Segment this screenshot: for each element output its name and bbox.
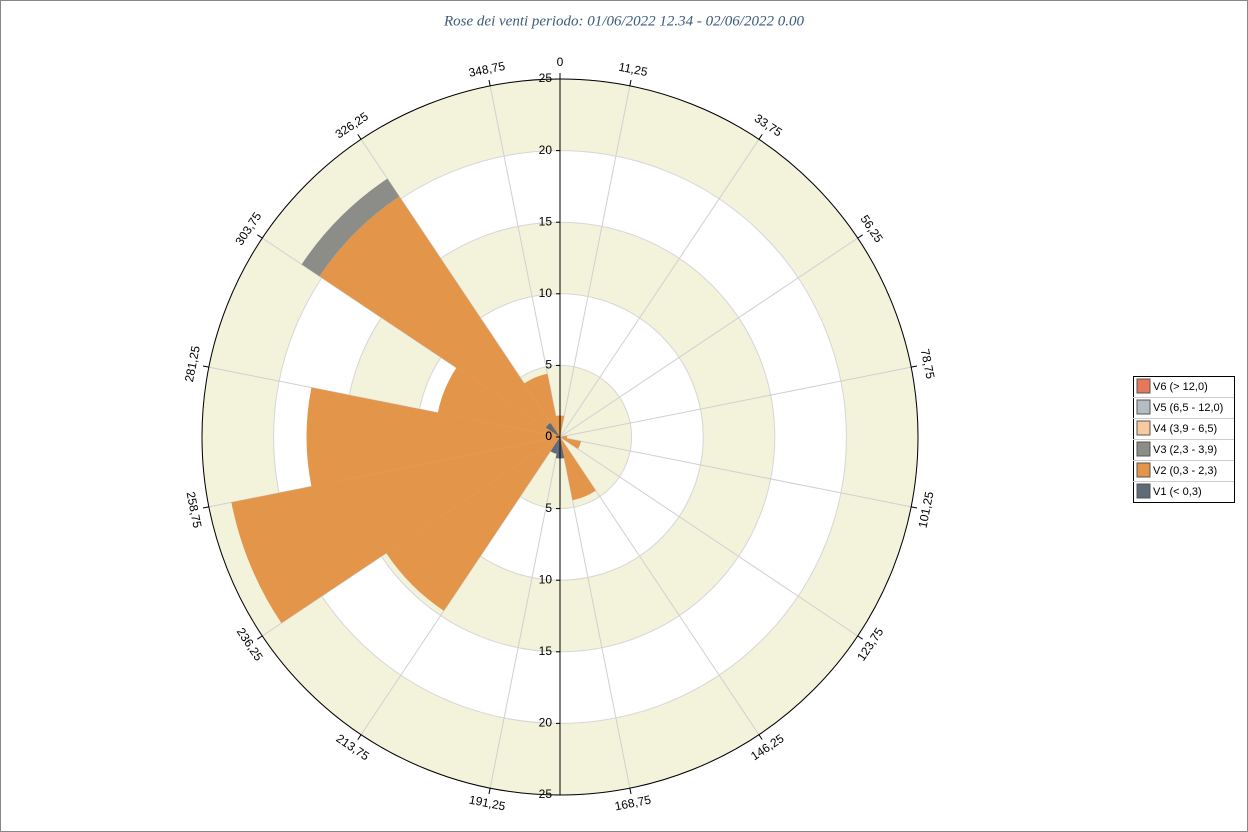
angle-tick xyxy=(629,788,632,795)
angle-grid-line xyxy=(559,366,912,438)
wedge xyxy=(231,437,560,624)
radial-tick-label: 20 xyxy=(539,716,553,730)
angle-tick xyxy=(488,788,491,795)
radial-tick-label: 10 xyxy=(539,286,553,300)
radial-tick-label: 0 xyxy=(545,429,552,443)
angle-tick xyxy=(202,506,209,509)
angle-tick-label: 11,25 xyxy=(617,60,649,79)
angle-grid-line xyxy=(489,436,561,789)
legend-swatch xyxy=(1136,420,1151,436)
legend-swatch xyxy=(1136,462,1151,478)
angle-grid-line xyxy=(559,139,760,438)
angle-tick xyxy=(758,134,763,140)
marks xyxy=(231,178,596,624)
legend-swatch xyxy=(1136,399,1151,415)
wedge xyxy=(560,437,596,501)
angle-tick xyxy=(857,635,863,640)
angle-tick xyxy=(857,234,863,239)
legend-swatch xyxy=(1136,378,1151,394)
wedge xyxy=(560,437,582,449)
legend-swatch xyxy=(1136,483,1151,499)
angle-tick xyxy=(257,635,263,640)
angle-tick-label: 0 xyxy=(557,55,564,69)
wedge xyxy=(301,178,400,277)
angle-grid-line xyxy=(559,436,858,637)
legend-label: V1 (< 0,3) xyxy=(1153,486,1202,498)
angle-tick xyxy=(629,79,632,86)
radial-tick-label: 15 xyxy=(539,644,553,658)
radial-tick-label: 5 xyxy=(545,358,552,372)
angle-grid-line xyxy=(559,436,912,508)
wedge xyxy=(545,422,560,437)
radial-tick-label: 20 xyxy=(539,143,553,157)
angle-grid-line xyxy=(559,436,760,735)
wedge xyxy=(560,435,568,439)
legend-label: V3 (2,3 - 3,9) xyxy=(1153,444,1217,456)
angle-tick-label: 78,75 xyxy=(918,348,938,381)
wedge xyxy=(524,373,560,437)
chart-title: Rose dei venti periodo: 01/06/2022 12.34… xyxy=(443,13,804,29)
radial-tick-label: 15 xyxy=(539,214,553,228)
angle-tick xyxy=(357,734,362,740)
radial-tick-label: 0 xyxy=(545,429,552,443)
radial-tick-label: 25 xyxy=(539,71,553,85)
angle-grid-line xyxy=(559,85,631,438)
radial-tick-label: 10 xyxy=(539,572,553,586)
legend-label: V6 (> 12,0) xyxy=(1153,381,1208,393)
legend-label: V5 (6,5 - 12,0) xyxy=(1153,402,1223,414)
angle-grid-line xyxy=(360,139,561,438)
angle-tick xyxy=(911,506,918,509)
radial-tick-label: 25 xyxy=(539,787,553,801)
wedge xyxy=(550,437,560,454)
legend: V6 (> 12,0) V5 (6,5 - 12,0) V4 (3,9 - 6,5)… xyxy=(1133,376,1235,503)
angle-tick xyxy=(488,79,491,86)
angle-grid-line xyxy=(559,237,858,438)
wedge xyxy=(319,196,551,428)
wedge xyxy=(437,367,560,437)
angle-tick xyxy=(357,134,362,140)
legend-label: V2 (0,3 - 2,3) xyxy=(1153,465,1217,477)
radial-tick-label: 5 xyxy=(545,501,552,515)
angle-tick xyxy=(758,734,763,740)
angle-tick xyxy=(257,234,263,239)
angle-tick xyxy=(911,365,918,368)
angle-tick xyxy=(202,365,209,368)
wedge xyxy=(306,387,560,487)
legend-swatch xyxy=(1136,441,1151,457)
wedge xyxy=(386,437,560,611)
legend-label: V4 (3,9 - 6,5) xyxy=(1153,423,1217,435)
